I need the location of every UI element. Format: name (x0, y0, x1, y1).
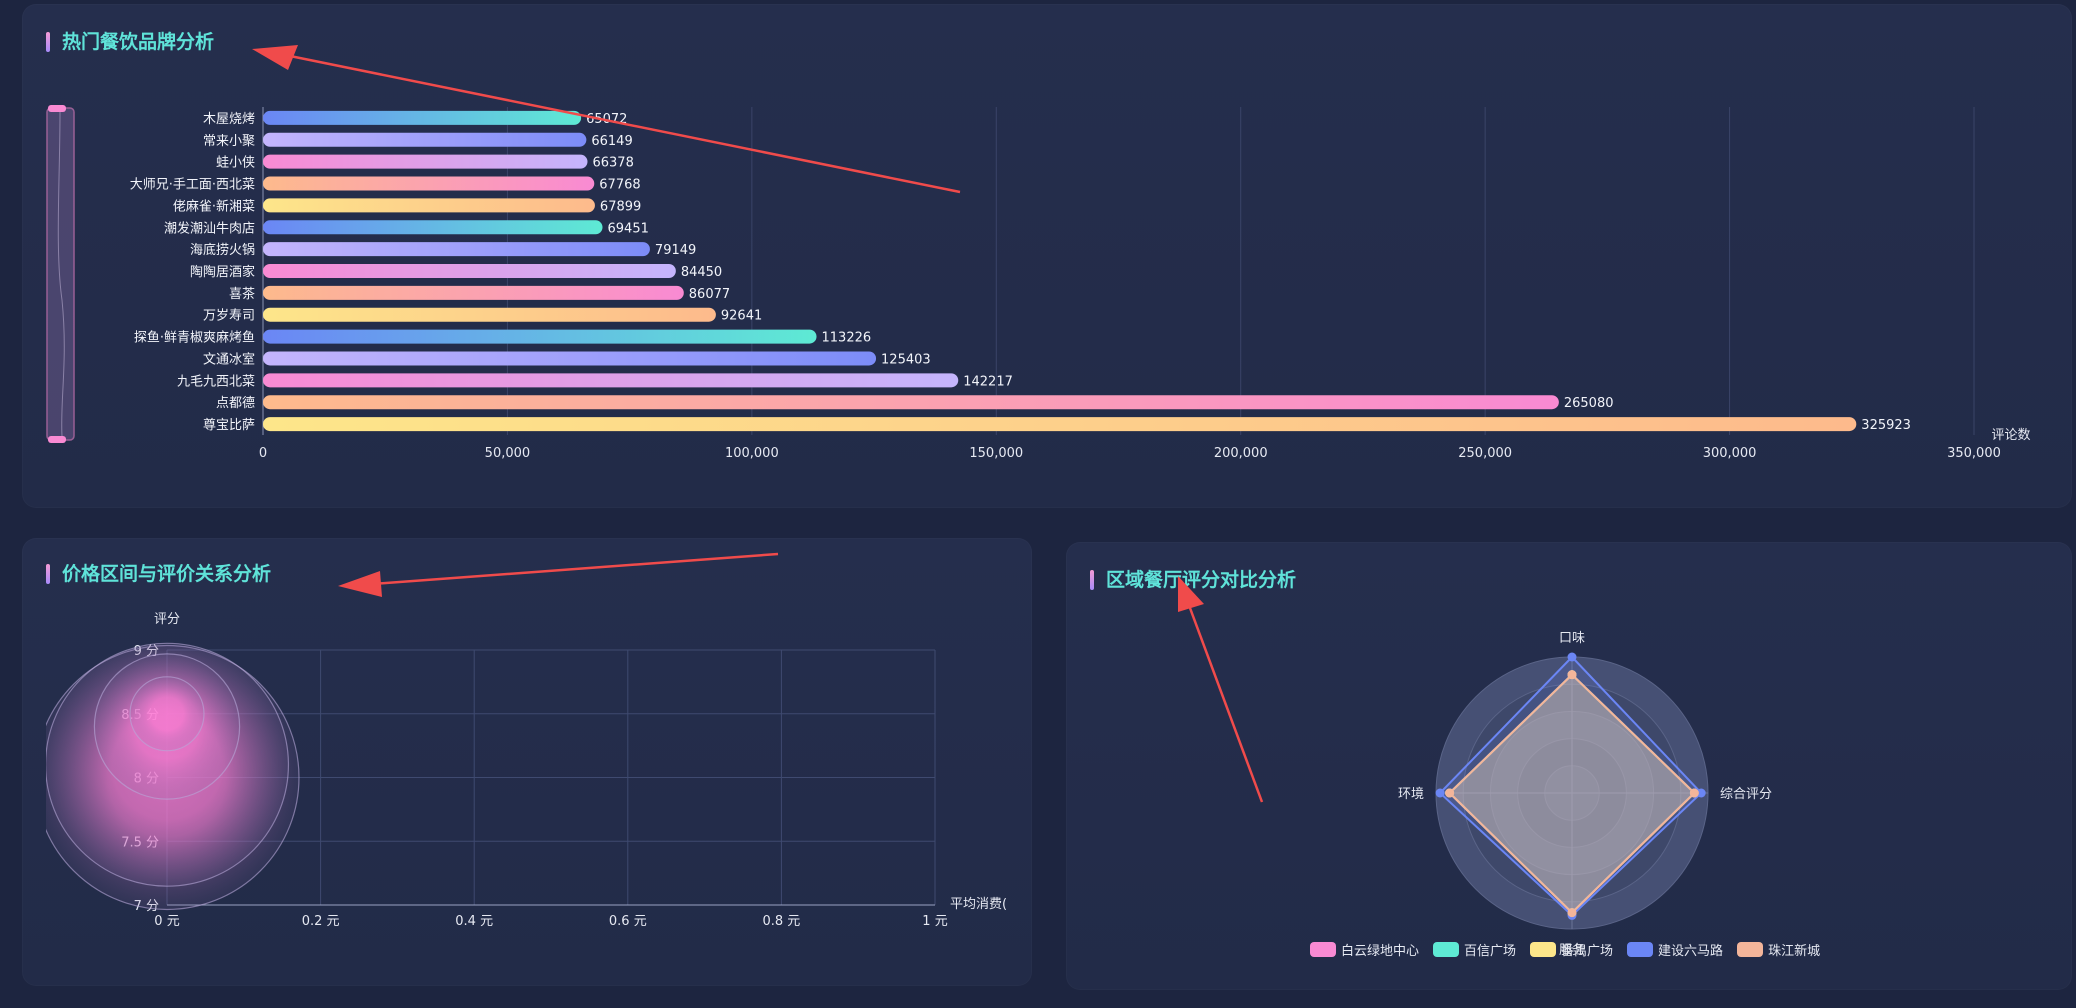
bar-category-label: 文通冰室 (203, 351, 255, 367)
bar-value-label: 86077 (689, 287, 730, 302)
bar-x-tick-label: 250,000 (1458, 446, 1512, 461)
bar-value-label: 66149 (591, 134, 632, 149)
bar-category-label: 潮发潮汕牛肉店 (164, 220, 255, 236)
bar-x-tick-label: 0 (259, 446, 267, 461)
bar[interactable] (263, 220, 603, 235)
bar[interactable] (263, 242, 650, 257)
legend-swatch (1627, 942, 1654, 957)
scatter-bubble[interactable] (129, 676, 205, 752)
scatter-y-axis-title: 评分 (154, 612, 180, 627)
radar-indicator-label: 口味 (1559, 631, 1585, 646)
legend-swatch (1433, 942, 1460, 957)
scatter-x-axis-title: 平均消费( (950, 897, 1007, 912)
scatter-x-tick-label: 0.2 元 (302, 914, 340, 929)
radar-legend-item[interactable]: 珠江新城 (1737, 940, 1820, 959)
bar-value-label: 125403 (881, 352, 931, 367)
bar[interactable] (263, 329, 817, 344)
bar-x-tick-label: 150,000 (969, 446, 1023, 461)
bar-zoom-shadow-line (57, 111, 65, 437)
bar-category-label: 万岁寿司 (203, 309, 255, 324)
bar[interactable] (263, 264, 676, 278)
bar-value-label: 142217 (963, 374, 1013, 389)
price-panel-title: 价格区间与评价关系分析 (46, 562, 271, 586)
bar[interactable] (263, 417, 1857, 432)
radar-point[interactable] (1689, 788, 1699, 798)
bar-category-label: 大师兄·手工面·西北菜 (130, 178, 255, 193)
bar-category-label: 尊宝比萨 (203, 417, 255, 433)
radar-indicator-label: 综合评分 (1720, 787, 1772, 802)
bar-category-label: 探鱼·鲜青椒爽麻烤鱼 (134, 330, 255, 346)
radar-point[interactable] (1567, 670, 1577, 680)
bar-category-label: 蛙小侠 (216, 156, 255, 171)
bar-value-label: 69451 (608, 221, 649, 236)
radar-legend-item[interactable]: 百信广场 (1433, 940, 1516, 959)
bar-category-label: 木屋烧烤 (203, 112, 255, 127)
bar[interactable] (263, 373, 959, 388)
bar-value-label: 84450 (681, 265, 722, 280)
bar[interactable] (263, 154, 588, 169)
radar-point[interactable] (1445, 788, 1455, 798)
radar-point[interactable] (1696, 788, 1706, 798)
radar-legend-item[interactable]: 建设六马路 (1627, 940, 1723, 959)
bar-x-tick-label: 200,000 (1214, 446, 1268, 461)
price-scatter-chart: 7 分7.5 分8 分8.5 分9 分0 元0.2 元0.4 元0.6 元0.8… (46, 612, 1007, 929)
bar-value-label: 79149 (655, 243, 696, 258)
bar-category-label: 喜茶 (229, 286, 255, 302)
bar[interactable] (263, 395, 1559, 410)
radar-indicator-label: 环境 (1398, 787, 1424, 802)
bar-category-label: 海底捞火锅 (190, 242, 255, 258)
bar-value-label: 65072 (586, 112, 627, 127)
bar[interactable] (263, 351, 877, 366)
scatter-x-tick-label: 0.4 元 (455, 914, 493, 929)
radar-legend-item[interactable]: 番禺广场 (1530, 940, 1613, 959)
bar-zoom-handle-top[interactable] (48, 105, 66, 112)
bar-category-label: 九毛九西北菜 (177, 374, 255, 389)
bar[interactable] (263, 307, 716, 322)
bar[interactable] (263, 198, 595, 213)
bar-x-tick-label: 100,000 (725, 446, 779, 461)
bar-x-tick-label: 300,000 (1703, 446, 1757, 461)
brand-bar-chart: 0 50,000 100,000 150,000 200,000 250,000 300,0… (46, 105, 2031, 461)
radar-legend-item[interactable]: 白云绿地中心 (1310, 940, 1419, 959)
bar-x-tick-label: 350,000 (1947, 446, 2001, 461)
legend-swatch (1737, 942, 1764, 957)
radar-indicator-label: 服务 (1559, 942, 1585, 958)
bar-zoom-handle-bottom[interactable] (48, 436, 66, 443)
radar-point[interactable] (1567, 908, 1577, 918)
bar-category-label: 佬麻雀·新湘菜 (173, 198, 255, 214)
legend-label: 百信广场 (1464, 944, 1517, 959)
bar[interactable] (263, 132, 587, 147)
bar-value-label: 67768 (599, 178, 640, 193)
bar[interactable] (263, 176, 595, 191)
scatter-x-tick-label: 0.6 元 (609, 914, 647, 929)
legend-swatch (1310, 942, 1336, 957)
bar-x-tick-label: 50,000 (485, 446, 531, 461)
bar-value-label: 113226 (822, 331, 872, 346)
bar-category-label: 常来小聚 (203, 134, 255, 149)
bar-category-label: 点都德 (216, 396, 255, 411)
bar-value-label: 325923 (1861, 418, 1911, 433)
bar-x-axis-title: 评论数 (1991, 428, 2030, 443)
legend-label: 白云绿地中心 (1341, 944, 1420, 959)
bar-value-label: 265080 (1564, 396, 1614, 411)
scatter-x-tick-label: 1 元 (922, 914, 947, 929)
brand-panel-title: 热门餐饮品牌分析 (46, 30, 214, 54)
legend-swatch (1530, 942, 1557, 957)
legend-label: 建设六马路 (1658, 944, 1724, 959)
scatter-x-tick-label: 0.8 元 (762, 914, 800, 929)
bar-value-label: 67899 (600, 199, 641, 214)
bar[interactable] (263, 285, 684, 300)
bar-value-label: 92641 (721, 309, 762, 324)
bar-zoom-slider[interactable] (46, 107, 75, 441)
radar-point[interactable] (1567, 652, 1577, 662)
legend-label: 番禺广场 (1561, 944, 1614, 959)
scatter-x-tick-label: 0 元 (154, 914, 179, 929)
bar[interactable] (263, 110, 582, 125)
bar-value-label: 66378 (592, 156, 633, 171)
bar-category-label: 陶陶居酒家 (190, 264, 255, 280)
radar-legend: 白云绿地中心 百信广场 番禺广场 建设六马路 珠江新城 (1310, 940, 1820, 959)
legend-label: 珠江新城 (1768, 944, 1821, 959)
radar-point[interactable] (1435, 788, 1445, 798)
